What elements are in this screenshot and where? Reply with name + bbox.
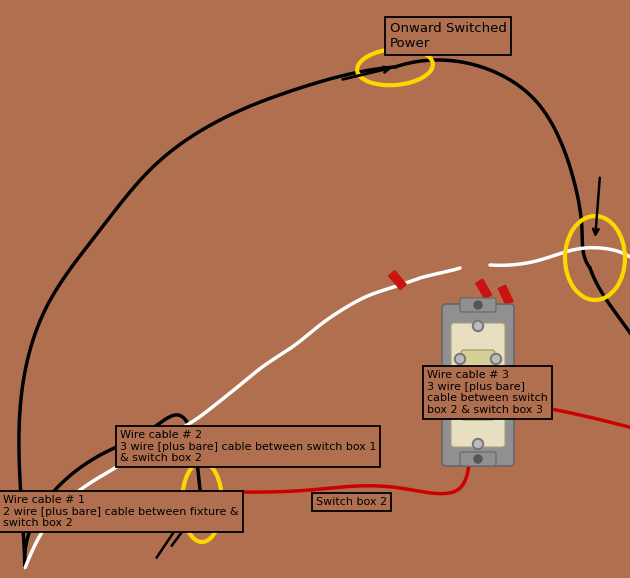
- Bar: [389, 271, 406, 290]
- Circle shape: [474, 440, 481, 447]
- FancyBboxPatch shape: [460, 298, 496, 312]
- Text: Switch box 2: Switch box 2: [316, 497, 387, 507]
- Circle shape: [474, 301, 482, 309]
- Circle shape: [457, 407, 464, 414]
- FancyBboxPatch shape: [442, 304, 514, 466]
- Text: Onward Switched
Power: Onward Switched Power: [390, 22, 507, 50]
- Text: Wire cable # 2
3 wire [plus bare] cable between switch box 1
& switch box 2: Wire cable # 2 3 wire [plus bare] cable …: [120, 430, 376, 463]
- Circle shape: [457, 355, 464, 362]
- Circle shape: [474, 323, 481, 329]
- FancyBboxPatch shape: [461, 350, 495, 420]
- Circle shape: [454, 406, 466, 417]
- Text: Wire cable # 3
3 wire [plus bare]
cable between switch
box 2 & switch box 3: Wire cable # 3 3 wire [plus bare] cable …: [427, 370, 548, 415]
- Circle shape: [472, 320, 483, 332]
- Bar: [498, 285, 513, 305]
- Text: Wire cable # 1
2 wire [plus bare] cable between fixture &
switch box 2: Wire cable # 1 2 wire [plus bare] cable …: [3, 495, 239, 528]
- Bar: [476, 279, 491, 299]
- FancyBboxPatch shape: [460, 452, 496, 466]
- Circle shape: [491, 354, 501, 365]
- FancyBboxPatch shape: [451, 323, 505, 447]
- Circle shape: [493, 407, 500, 414]
- Circle shape: [472, 439, 483, 450]
- Circle shape: [493, 355, 500, 362]
- Circle shape: [454, 354, 466, 365]
- Circle shape: [491, 406, 501, 417]
- Circle shape: [474, 455, 482, 463]
